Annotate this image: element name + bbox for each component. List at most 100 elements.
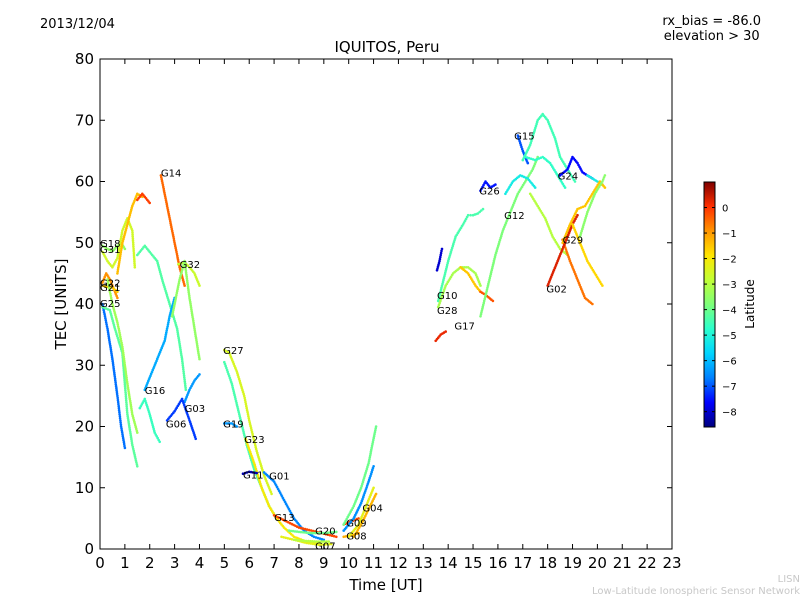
- data-point: [123, 379, 126, 383]
- data-point: [131, 235, 134, 238]
- data-point: [131, 241, 135, 245]
- data-point: [119, 339, 123, 343]
- data-point: [312, 529, 315, 533]
- data-point: [184, 269, 188, 273]
- data-point: [124, 399, 128, 402]
- series-G26: [479, 180, 497, 192]
- data-point: [443, 286, 447, 289]
- data-point: [165, 331, 168, 334]
- data-point: [147, 411, 151, 414]
- data-point: [292, 538, 296, 542]
- data-point: [177, 282, 181, 285]
- data-point: [169, 223, 173, 227]
- data-point: [184, 388, 188, 392]
- label-G32: G32: [180, 260, 200, 271]
- series-S10: [352, 492, 378, 539]
- data-point: [113, 371, 116, 375]
- data-point: [125, 376, 128, 380]
- data-point: [119, 335, 122, 339]
- data-point: [120, 341, 123, 345]
- data-point: [165, 329, 168, 332]
- data-point: [299, 526, 303, 530]
- y-tick-label: 70: [75, 111, 94, 129]
- data-point: [121, 345, 124, 349]
- data-point: [441, 294, 444, 297]
- data-point: [476, 212, 480, 215]
- series-S19: [561, 180, 607, 245]
- label-G16: G16: [145, 386, 165, 397]
- data-point: [118, 410, 121, 414]
- data-point: [314, 536, 318, 539]
- data-point: [444, 330, 448, 333]
- data-point: [109, 296, 113, 300]
- data-point: [118, 415, 122, 418]
- data-point: [185, 275, 188, 278]
- series-G28: [436, 266, 482, 309]
- colorbar-tick-label: −7: [722, 382, 737, 393]
- series-S4: [138, 397, 161, 444]
- data-point: [123, 446, 127, 450]
- data-point: [123, 381, 127, 384]
- data-point: [183, 259, 186, 263]
- data-point: [309, 539, 312, 543]
- data-point: [125, 411, 129, 414]
- y-axis: 0 10 20 30 40 50 60 70 80: [75, 50, 672, 558]
- data-point: [184, 384, 187, 388]
- data-point: [601, 284, 604, 287]
- data-point: [107, 286, 111, 290]
- data-point: [186, 283, 189, 286]
- data-point: [114, 381, 117, 384]
- data-point: [124, 391, 127, 394]
- data-point: [125, 407, 129, 410]
- data-point: [228, 422, 232, 425]
- data-point: [132, 253, 136, 257]
- data-point: [189, 306, 193, 309]
- data-point: [118, 331, 121, 334]
- label-G08: G08: [346, 532, 366, 543]
- data-point: [123, 385, 127, 388]
- data-point: [372, 486, 375, 490]
- data-point: [115, 386, 118, 390]
- data-point: [563, 186, 567, 189]
- data-point: [227, 374, 231, 378]
- data-point: [305, 528, 309, 531]
- series-S9: [347, 486, 375, 539]
- data-point: [309, 542, 312, 545]
- data-point: [167, 321, 170, 324]
- y-tick-label: 10: [75, 479, 94, 497]
- data-point: [234, 397, 237, 401]
- data-point: [165, 327, 169, 330]
- data-point: [166, 323, 170, 326]
- data-point: [305, 539, 308, 543]
- data-point: [104, 319, 108, 322]
- data-point: [366, 482, 370, 485]
- label-G19: G19: [223, 419, 243, 430]
- data-point: [105, 323, 108, 326]
- data-point: [318, 531, 322, 535]
- data-point: [301, 527, 305, 530]
- data-point: [439, 255, 442, 259]
- data-point: [143, 397, 147, 401]
- data-point: [185, 277, 189, 280]
- data-point: [121, 349, 125, 353]
- data-point: [183, 378, 186, 381]
- data-point: [176, 287, 179, 291]
- data-point: [117, 406, 121, 410]
- data-point: [374, 429, 377, 432]
- data-point: [181, 364, 185, 367]
- data-point: [158, 440, 161, 444]
- data-point: [287, 529, 291, 532]
- data-point: [131, 229, 134, 232]
- series-G14: [159, 174, 186, 287]
- data-point: [116, 254, 120, 258]
- data-point: [567, 255, 570, 259]
- data-point: [313, 540, 317, 543]
- series-G17: [434, 330, 448, 343]
- data-point: [119, 423, 123, 426]
- data-point: [247, 415, 250, 418]
- label-G29: G29: [563, 236, 583, 247]
- data-point: [246, 410, 249, 414]
- data-point: [312, 535, 316, 539]
- data-point: [301, 539, 304, 542]
